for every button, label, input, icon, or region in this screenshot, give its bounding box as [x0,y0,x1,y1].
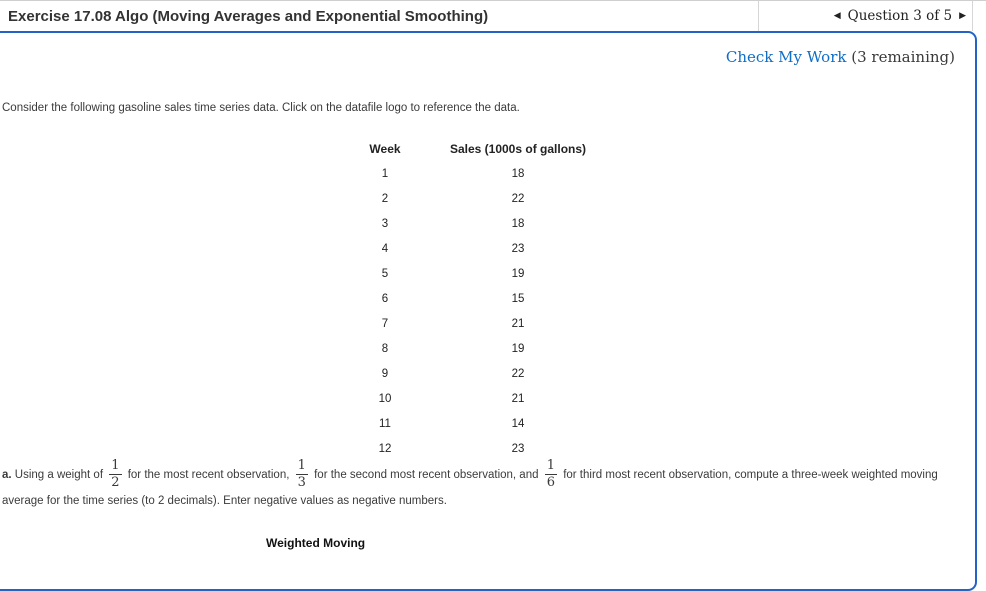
problem-statement: Consider the following gasoline sales ti… [2,102,520,114]
fraction-denominator: 6 [546,474,555,490]
table-row: 8 19 [352,336,618,361]
exercise-header: Exercise 17.08 Algo (Moving Averages and… [0,0,986,31]
question-counter: Question 3 of 5 [847,8,953,24]
fraction-denominator: 2 [111,474,120,490]
table-row: 7 21 [352,311,618,336]
week-value: 1 [381,167,389,180]
table-row: 11 14 [352,411,618,436]
table-row: 4 23 [352,236,618,261]
week-value: 11 [379,417,391,430]
sales-value: 23 [511,242,525,255]
week-value: 9 [381,367,389,380]
sales-value: 15 [511,292,525,305]
exercise-title: Exercise 17.08 Algo (Moving Averages and… [8,8,489,25]
week-value: 7 [381,317,389,330]
week-value: 8 [381,342,389,355]
table-header-row: Week Sales (1000s of gallons) [352,136,618,161]
sales-data-table: Week Sales (1000s of gallons) 1 18 2 22 3 18 4… [352,136,618,461]
week-value: 12 [378,442,392,455]
sales-value: 23 [511,442,525,455]
sales-value: 21 [511,317,525,330]
week-column-header: Week [369,141,401,156]
table-row: 1 18 [352,161,618,186]
sales-value: 18 [511,217,525,230]
week-value: 3 [381,217,389,230]
table-row: 2 22 [352,186,618,211]
check-my-work-link[interactable]: Check My Work [725,48,847,66]
check-my-work-row: Check My Work (3 remaining) [726,48,955,66]
fraction-numerator: 1 [295,458,308,475]
sales-value: 19 [511,267,525,280]
sales-value: 18 [511,167,525,180]
sales-value: 14 [511,417,525,430]
sales-value: 22 [511,192,525,205]
part-a-text-1: Using a weight of [14,469,104,482]
sales-value: 21 [511,392,525,405]
week-value: 2 [381,192,389,205]
table-row: 10 21 [352,386,618,411]
sales-table-body: 1 18 2 22 3 18 4 23 5 19 6 15 7 21 8 19 9 22 10 21 11 14 12 23 [352,161,618,461]
sales-value: 19 [511,342,525,355]
question-navigator: ◀ Question 3 of 5 ▶ [758,1,973,31]
question-panel: Check My Work (3 remaining) Consider the… [0,31,977,591]
week-value: 6 [381,292,389,305]
fraction-numerator: 1 [544,458,557,475]
week-value: 5 [381,267,389,280]
sales-value: 22 [511,367,525,380]
table-row: 12 23 [352,436,618,461]
week-value: 10 [378,392,392,405]
part-a-text-4: for third most recent observation, compu… [2,469,938,508]
table-row: 9 22 [352,361,618,386]
week-value: 4 [381,242,389,255]
part-a-text-3: for the second most recent observation, … [314,469,539,482]
sales-column-header: Sales (1000s of gallons) [449,141,587,156]
check-my-work-remaining: (3 remaining) [851,48,955,66]
table-row: 3 18 [352,211,618,236]
fraction-denominator: 3 [297,474,306,490]
next-question-icon[interactable]: ▶ [959,10,966,21]
fraction-numerator: 1 [109,458,122,475]
part-a-label: a. [2,469,12,482]
table-row: 5 19 [352,261,618,286]
previous-question-icon[interactable]: ◀ [833,10,841,21]
table-row: 6 15 [352,286,618,311]
part-a-text-2: for the most recent observation, [127,469,290,482]
weighted-moving-table-header: Weighted Moving [266,536,366,550]
